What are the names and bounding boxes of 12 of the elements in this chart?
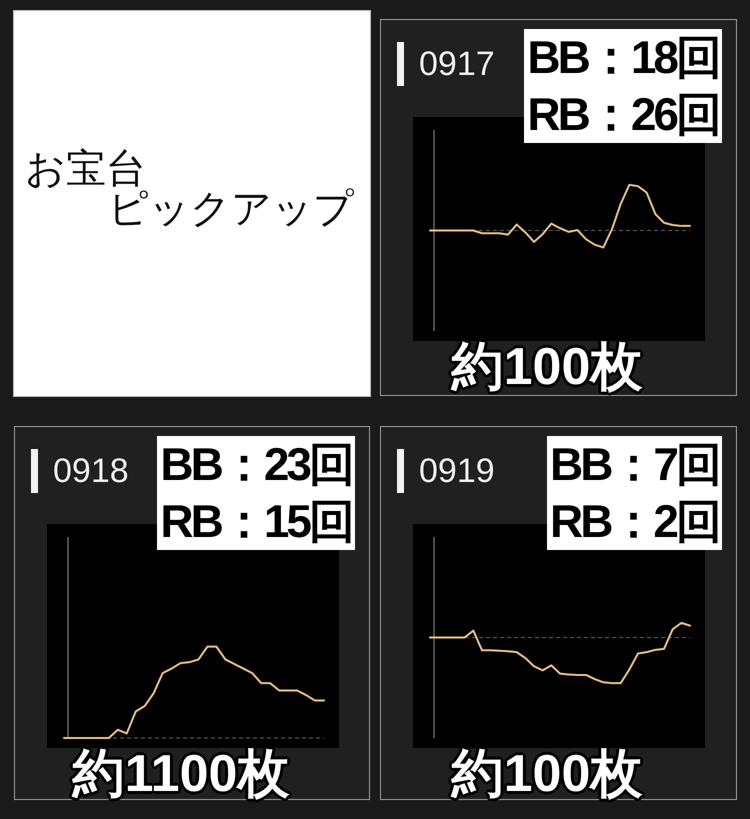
text: BB：23回 xyxy=(160,437,352,492)
chart-title: 0917 xyxy=(419,45,495,83)
text: BB：7回 xyxy=(550,437,719,492)
text: RB：15回 xyxy=(160,494,352,549)
text: BB：18回 xyxy=(527,30,719,85)
text: 約1100枚 xyxy=(70,745,290,803)
text: 約100枚 xyxy=(450,745,644,803)
chart-title: 0919 xyxy=(419,452,495,490)
chart-title: 0918 xyxy=(53,452,129,490)
text: RB：26回 xyxy=(527,87,719,142)
text: 約100枚 xyxy=(450,338,644,396)
text: RB：2回 xyxy=(550,494,719,549)
